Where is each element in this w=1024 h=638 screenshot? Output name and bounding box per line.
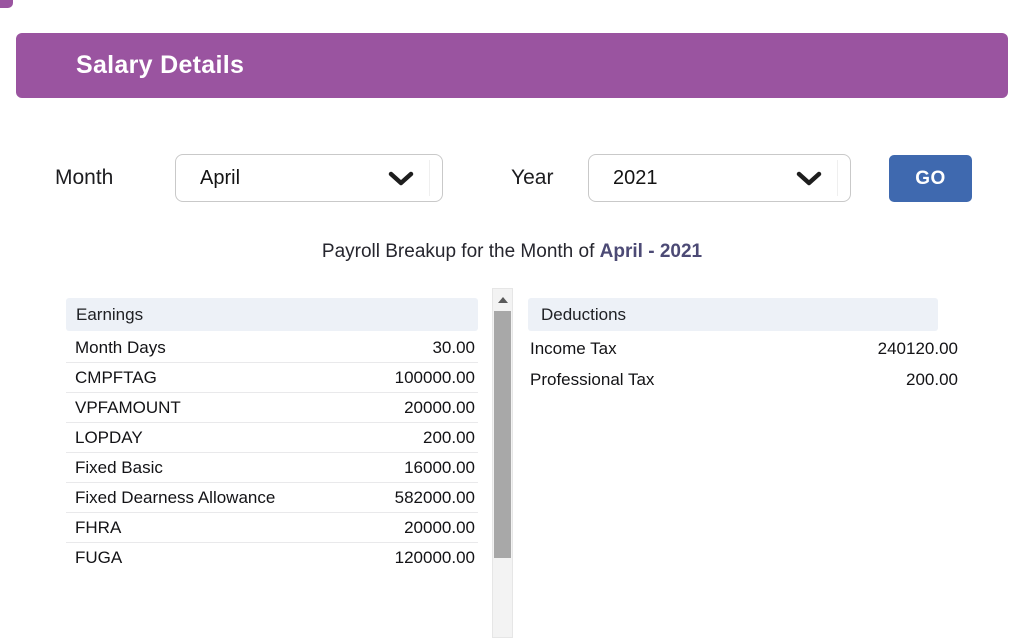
deductions-panel: Deductions Income Tax 240120.00 Professi… [528, 298, 958, 395]
year-select[interactable]: 2021 [588, 154, 851, 202]
earnings-header: Earnings [66, 298, 478, 331]
month-select[interactable]: April [175, 154, 443, 202]
row-value: 30.00 [432, 337, 475, 357]
scrollbar-thumb[interactable] [494, 311, 511, 558]
month-select-value: April [200, 166, 241, 189]
corner-purple-fragment [0, 0, 13, 8]
month-label: Month [55, 166, 114, 189]
row-value: 100000.00 [394, 367, 475, 387]
year-label: Year [511, 166, 554, 189]
table-row: Month Days 30.00 [66, 333, 478, 363]
chevron-down-icon [388, 171, 414, 185]
table-row: Income Tax 240120.00 [528, 333, 958, 364]
table-row: FHRA 20000.00 [66, 513, 478, 543]
triangle-up-icon [497, 297, 508, 303]
row-value: 200.00 [423, 427, 475, 447]
chevron-down-icon [796, 171, 822, 185]
payroll-heading-prefix: Payroll Breakup for the Month of [321, 241, 600, 262]
table-row: Fixed Basic 16000.00 [66, 453, 478, 483]
table-row: CMPFTAG 100000.00 [66, 363, 478, 393]
page-title: Salary Details [76, 51, 245, 79]
row-value: 20000.00 [404, 517, 475, 537]
row-label: Month Days [75, 337, 166, 357]
payroll-heading: Payroll Breakup for the Month of April -… [0, 241, 1024, 263]
payroll-heading-period: April - 2021 [599, 241, 703, 262]
table-row: LOPDAY 200.00 [66, 423, 478, 453]
row-value: 200.00 [906, 369, 958, 389]
row-label: FHRA [75, 517, 122, 537]
row-value: 16000.00 [404, 457, 475, 477]
row-value: 120000.00 [394, 548, 475, 567]
row-label: Professional Tax [530, 369, 655, 389]
row-value: 20000.00 [404, 397, 475, 417]
earnings-panel: Earnings Month Days 30.00 CMPFTAG 100000… [66, 298, 478, 573]
row-label: Fixed Basic [75, 457, 163, 477]
earnings-rows: Month Days 30.00 CMPFTAG 100000.00 VPFAM… [66, 333, 478, 573]
scroll-up-button[interactable] [493, 289, 512, 311]
table-row: Professional Tax 200.00 [528, 364, 958, 395]
row-label: Fixed Dearness Allowance [75, 487, 276, 507]
row-value: 582000.00 [394, 487, 475, 507]
row-label: Income Tax [530, 338, 617, 358]
table-row: FUGA 120000.00 [66, 543, 478, 573]
row-label: LOPDAY [75, 427, 143, 447]
year-select-value: 2021 [613, 166, 658, 189]
deductions-header: Deductions [528, 298, 938, 331]
row-value: 240120.00 [877, 338, 958, 358]
vertical-scrollbar[interactable] [492, 288, 513, 638]
go-button[interactable]: GO [889, 155, 972, 202]
table-row: VPFAMOUNT 20000.00 [66, 393, 478, 423]
row-label: CMPFTAG [75, 367, 157, 387]
table-row: Fixed Dearness Allowance 582000.00 [66, 483, 478, 513]
row-label: VPFAMOUNT [75, 397, 181, 417]
title-bar: Salary Details [16, 33, 1008, 98]
deductions-rows: Income Tax 240120.00 Professional Tax 20… [528, 333, 958, 395]
row-label: FUGA [75, 548, 123, 567]
